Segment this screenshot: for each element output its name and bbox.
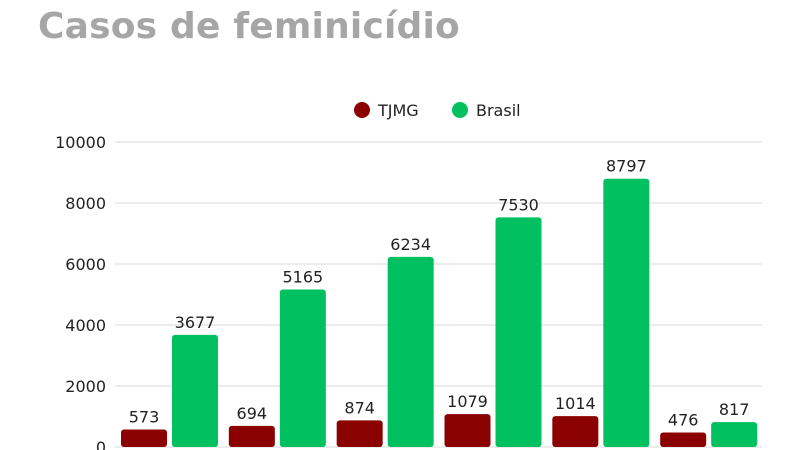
y-tick-label: 2000: [65, 377, 106, 396]
y-tick-label: 10000: [55, 133, 106, 152]
bar-brasil-3: [495, 217, 542, 447]
data-label: 573: [129, 408, 160, 427]
data-label: 5165: [282, 267, 323, 286]
bar-brasil-4: [603, 178, 650, 447]
y-tick-label: 8000: [65, 194, 106, 213]
y-axis: 0 2000 4000 6000 8000 10000: [55, 133, 106, 450]
bar-brasil-1: [279, 289, 326, 447]
bar-brasil-2: [387, 256, 434, 447]
y-tick-label: 4000: [65, 316, 106, 335]
y-tick-label: 0: [96, 438, 106, 450]
bar-brasil-5: [711, 422, 758, 447]
chart-title: Casos de feminicídio: [38, 6, 460, 47]
legend-label-tjmg: TJMG: [377, 101, 419, 120]
y-tick-label: 6000: [65, 255, 106, 274]
legend-label-brasil: Brasil: [476, 101, 521, 120]
bar-tjmg-4: [552, 416, 599, 447]
data-label: 476: [668, 410, 699, 429]
data-label: 7530: [498, 195, 539, 214]
data-labels: 573 694 874 1079 1014 476 3677 5165 6234 7530 8797…: [129, 157, 750, 430]
data-label: 8797: [606, 157, 647, 176]
bar-tjmg-2: [336, 420, 383, 447]
gridlines: [115, 141, 762, 448]
bar-tjmg-5: [660, 432, 707, 447]
bar-tjmg-0: [121, 429, 167, 447]
data-label: 874: [344, 398, 375, 417]
data-label: 1079: [447, 392, 488, 411]
legend: TJMG Brasil: [354, 101, 521, 120]
bar-tjmg-1: [228, 425, 275, 447]
data-label: 1014: [555, 394, 596, 413]
bars: [121, 178, 758, 447]
data-label: 6234: [390, 235, 431, 254]
data-label: 3677: [175, 313, 216, 332]
bar-brasil-0: [172, 334, 218, 447]
legend-swatch-tjmg: [354, 102, 370, 118]
bar-tjmg-3: [444, 414, 491, 447]
legend-swatch-brasil: [452, 102, 468, 118]
data-label: 694: [237, 404, 268, 423]
data-label: 817: [719, 400, 750, 419]
